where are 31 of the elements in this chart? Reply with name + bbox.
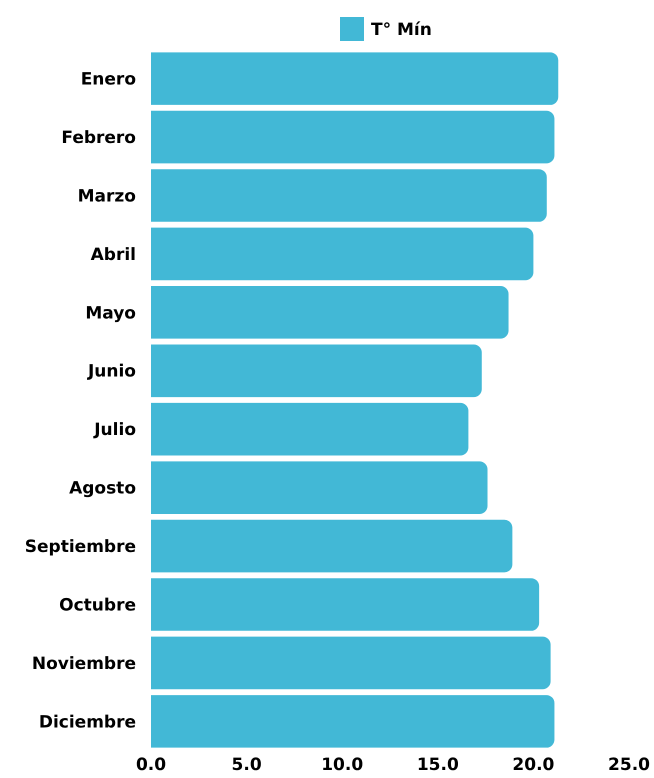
y-tick-label: Agosto xyxy=(69,478,136,499)
x-tick-label: 25.0 xyxy=(608,755,650,776)
y-tick-label: Enero xyxy=(80,70,136,90)
y-tick-label: Octubre xyxy=(59,595,136,616)
bar xyxy=(151,402,468,456)
bar xyxy=(151,636,551,690)
y-tick-label: Junio xyxy=(86,362,136,382)
x-tick-label: 5.0 xyxy=(232,755,262,776)
y-tick-label: Septiembre xyxy=(24,537,136,558)
legend-label: T° Mín xyxy=(371,20,432,40)
bar xyxy=(151,520,512,572)
bar xyxy=(151,286,509,339)
x-tick-label: 0.0 xyxy=(136,755,166,776)
y-tick-label: Julio xyxy=(93,420,136,440)
bar xyxy=(151,228,534,280)
bar xyxy=(151,695,554,748)
y-tick-label: Marzo xyxy=(78,186,136,206)
y-tick-label: Diciembre xyxy=(38,712,136,732)
bar xyxy=(151,52,558,105)
y-tick-label: Abril xyxy=(90,244,136,265)
bar xyxy=(151,169,547,222)
bar xyxy=(151,344,482,398)
x-tick-label: 10.0 xyxy=(321,755,364,776)
x-tick-label: 20.0 xyxy=(512,755,555,776)
bar xyxy=(151,110,554,164)
y-tick-label: Mayo xyxy=(85,303,136,324)
y-tick-label: Febrero xyxy=(61,128,136,148)
bar xyxy=(151,578,540,631)
y-tick-label: Noviembre xyxy=(32,654,136,674)
x-tick-label: 15.0 xyxy=(416,755,459,776)
bar xyxy=(151,461,488,514)
